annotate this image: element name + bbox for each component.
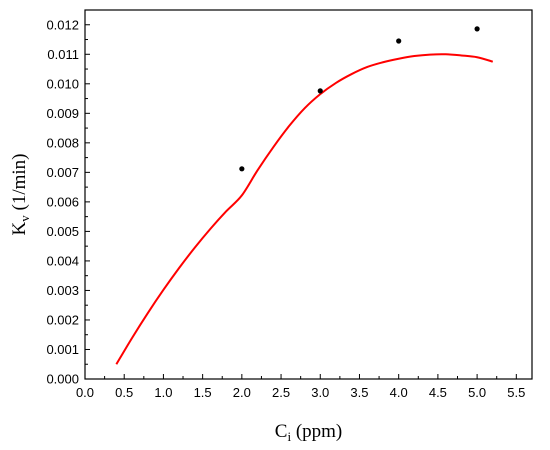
data-points-layer: [239, 26, 480, 172]
x-tick-label: 5.0: [468, 385, 486, 400]
x-tick-label: 4.5: [429, 385, 447, 400]
y-tick-label: 0.011: [47, 47, 79, 62]
x-tick-label: 2.0: [233, 385, 251, 400]
y-tick-label: 0.008: [46, 135, 79, 150]
y-tick-label: 0.007: [46, 165, 79, 180]
data-point: [317, 88, 323, 94]
y-tick-label: 0.003: [46, 283, 79, 298]
x-tick-label: 0.5: [115, 385, 133, 400]
y-tick-label: 0.010: [46, 76, 79, 91]
x-tick-label: 4.0: [390, 385, 408, 400]
x-axis: 0.0 0.5 1.0 1.5 2.0 2.5 3.0 3.5 4.0 4.5 5.0 5.5: [76, 374, 525, 400]
x-tick-label: 1.5: [194, 385, 212, 400]
y-tick-label: 0.000: [46, 372, 79, 387]
x-axis-title-sub: i: [287, 429, 291, 444]
fit-curve: [115, 53, 494, 365]
x-tick-label: 0.0: [76, 385, 94, 400]
fit-curve-layer: [115, 53, 494, 365]
y-axis-title-sub: v: [17, 215, 32, 222]
y-tick-label: 0.012: [46, 17, 79, 32]
y-tick-label: 0.004: [46, 253, 79, 268]
data-point: [396, 38, 402, 44]
y-tick-label: 0.002: [46, 312, 79, 327]
y-tick-label: 0.006: [46, 194, 79, 209]
x-tick-label: 3.0: [311, 385, 329, 400]
y-axis: 0.000 0.001 0.002 0.003 0.004 0.005 0.006 0.007…: [46, 9, 90, 387]
x-tick-label: 1.0: [154, 385, 172, 400]
plot-frame: [84, 9, 533, 380]
x-tick-label: 5.5: [507, 385, 525, 400]
y-tick-label: 0.001: [46, 342, 79, 357]
x-axis-title-main: C: [275, 421, 288, 442]
x-axis-title-unit: (ppm): [291, 421, 342, 442]
y-axis-title: Kv (1/min): [9, 154, 32, 236]
data-point: [239, 166, 245, 172]
x-tick-label: 2.5: [272, 385, 290, 400]
y-axis-title-main: K: [9, 221, 30, 235]
x-axis-title: Ci (ppm): [275, 421, 343, 444]
y-tick-label: 0.009: [46, 106, 79, 121]
y-axis-title-unit: (1/min): [9, 154, 30, 216]
y-tick-label: 0.005: [46, 224, 79, 239]
x-tick-label: 3.5: [350, 385, 368, 400]
data-point: [474, 26, 480, 32]
